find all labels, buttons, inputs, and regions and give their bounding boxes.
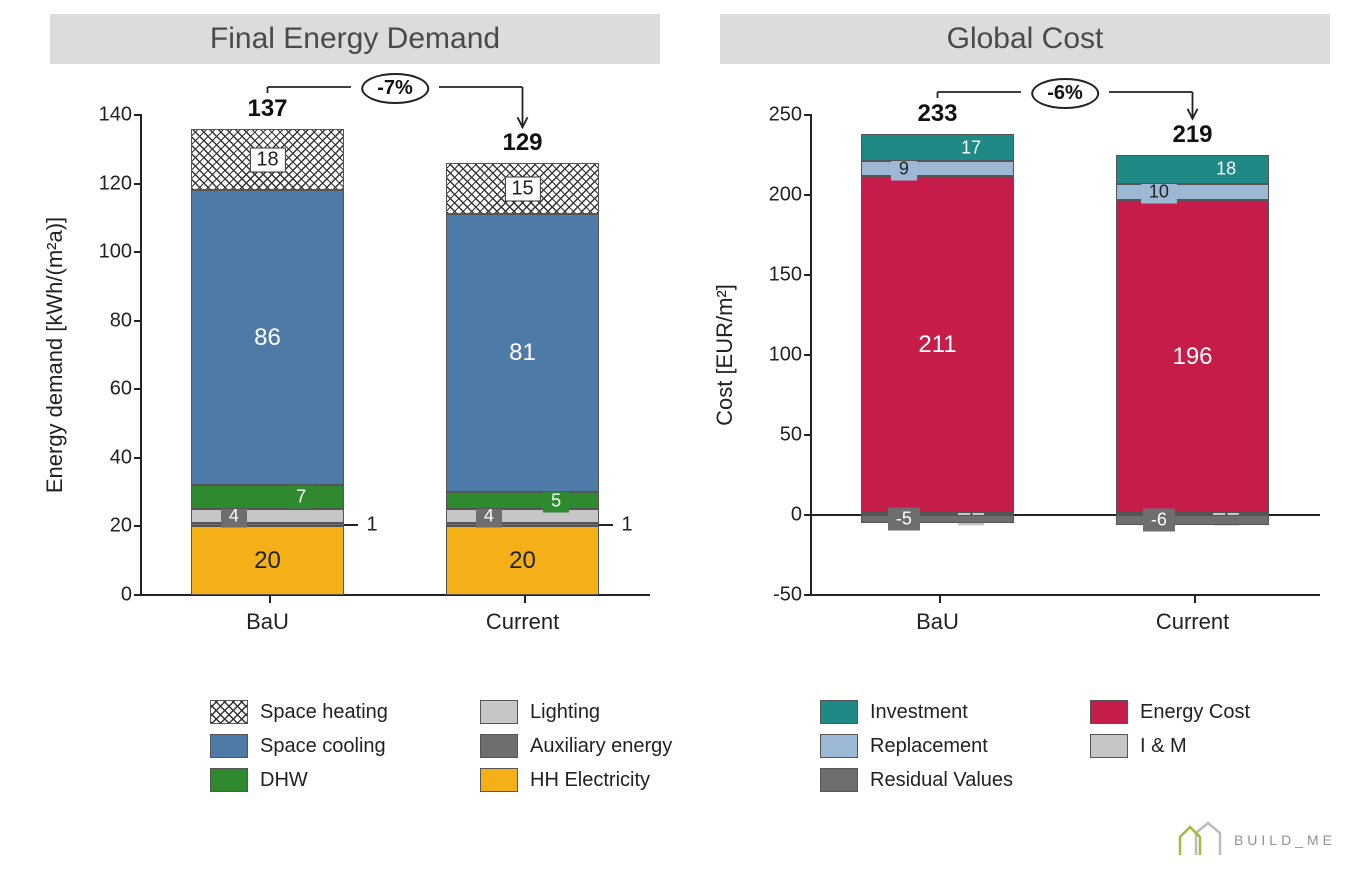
callout-dash: [599, 524, 613, 526]
legend-item: Energy Cost: [1090, 700, 1330, 724]
legend-swatch-replacement: [820, 734, 858, 758]
legend-item: Replacement: [820, 734, 1060, 758]
bar-seg-aux: [446, 523, 599, 526]
legend-label: I & M: [1140, 735, 1187, 758]
bar-seg-residual: [861, 515, 1014, 523]
callout-dash: [344, 524, 358, 526]
x-tick: [1194, 595, 1196, 603]
category-label: Current: [486, 609, 559, 635]
y-tick-label: -50: [773, 584, 812, 607]
seg-value: 196: [1172, 343, 1212, 371]
legend-item: I & M: [1090, 734, 1330, 758]
legend-label: Energy Cost: [1140, 701, 1250, 724]
seg-value: 86: [254, 324, 281, 352]
brand-text: BUILD_ME: [1234, 832, 1336, 848]
panel-title-right: Global Cost: [720, 14, 1330, 64]
seg-value: -6: [1143, 508, 1175, 531]
legend-label: Lighting: [530, 701, 600, 724]
seg-value: 1: [366, 513, 377, 536]
bar-seg-lighting: [191, 509, 344, 523]
category-label: BaU: [246, 609, 289, 635]
seg-value: 7: [288, 486, 314, 509]
legend-label: Replacement: [870, 735, 988, 758]
y-tick-label: 50: [780, 424, 812, 447]
seg-value: 1: [621, 513, 632, 536]
brand-mark: BUILD_ME: [1176, 821, 1336, 859]
legend-label: HH Electricity: [530, 769, 650, 792]
bar-seg-dhw: [191, 485, 344, 509]
y-tick-label: 40: [110, 446, 142, 469]
panel-title-left: Final Energy Demand: [50, 14, 660, 64]
x-tick: [269, 595, 271, 603]
legend-swatch-hh_elec: [480, 768, 518, 792]
y-tick-label: 0: [121, 584, 142, 607]
y-tick-label: 60: [110, 378, 142, 401]
legend-swatch-aux: [480, 734, 518, 758]
x-tick: [524, 595, 526, 603]
energy-chart-delta-bracket: [40, 63, 750, 203]
y-tick-label: 100: [99, 241, 142, 264]
cost-chart-delta-bracket: [710, 68, 1360, 208]
y-tick-label: 80: [110, 309, 142, 332]
legend-label: Space heating: [260, 701, 388, 724]
legend-swatch-im: [1090, 734, 1128, 758]
seg-value: 5: [543, 489, 569, 512]
legend-item: Auxiliary energy: [480, 734, 720, 758]
legend-label: Space cooling: [260, 735, 386, 758]
legend-swatch-residual: [820, 768, 858, 792]
legend-item: Lighting: [480, 700, 720, 724]
legend-swatch-lighting: [480, 700, 518, 724]
legend-label: Investment: [870, 701, 968, 724]
x-tick: [939, 595, 941, 603]
seg-value: -5: [888, 508, 920, 531]
legend-swatch-investment: [820, 700, 858, 724]
legend-item: Investment: [820, 700, 1060, 724]
bar-seg-lighting: [446, 509, 599, 523]
legend-swatch-dhw: [210, 768, 248, 792]
legend-swatch-space_cooling: [210, 734, 248, 758]
legend-swatch-space_heating: [210, 700, 248, 724]
brand-icon: [1176, 821, 1222, 859]
legend-item: Space heating: [210, 700, 450, 724]
bar-seg-residual: [1116, 515, 1269, 525]
cost-chart-ylabel: Cost [EUR/m²]: [712, 284, 738, 426]
legend-item: Residual Values: [820, 768, 1060, 792]
legend-swatch-energy_cost: [1090, 700, 1128, 724]
cost-legend: Investment Energy Cost Replacement I & M Res…: [820, 700, 1330, 802]
legend-label: Auxiliary energy: [530, 735, 672, 758]
seg-value: 20: [509, 547, 536, 575]
bar-seg-aux: [191, 523, 344, 526]
category-label: BaU: [916, 609, 959, 635]
x-axis-bottom: [810, 594, 1320, 596]
seg-value: 211: [918, 331, 956, 359]
bar-seg-dhw: [446, 492, 599, 509]
legend-item: DHW: [210, 768, 450, 792]
energy-chart-ylabel: Energy demand [kWh/(m²a)]: [42, 217, 68, 493]
legend-item: HH Electricity: [480, 768, 720, 792]
legend-item: Space cooling: [210, 734, 450, 758]
category-label: Current: [1156, 609, 1229, 635]
y-tick-label: 100: [769, 344, 812, 367]
legend-label: DHW: [260, 769, 308, 792]
y-tick-label: 150: [769, 264, 812, 287]
y-tick-label: 0: [791, 504, 812, 527]
energy-legend: Space heating Lighting Space cooling Auxili…: [210, 700, 720, 802]
y-tick-label: 20: [110, 515, 142, 538]
seg-value: 81: [509, 339, 536, 367]
legend-label: Residual Values: [870, 769, 1013, 792]
seg-value: 20: [254, 547, 281, 575]
